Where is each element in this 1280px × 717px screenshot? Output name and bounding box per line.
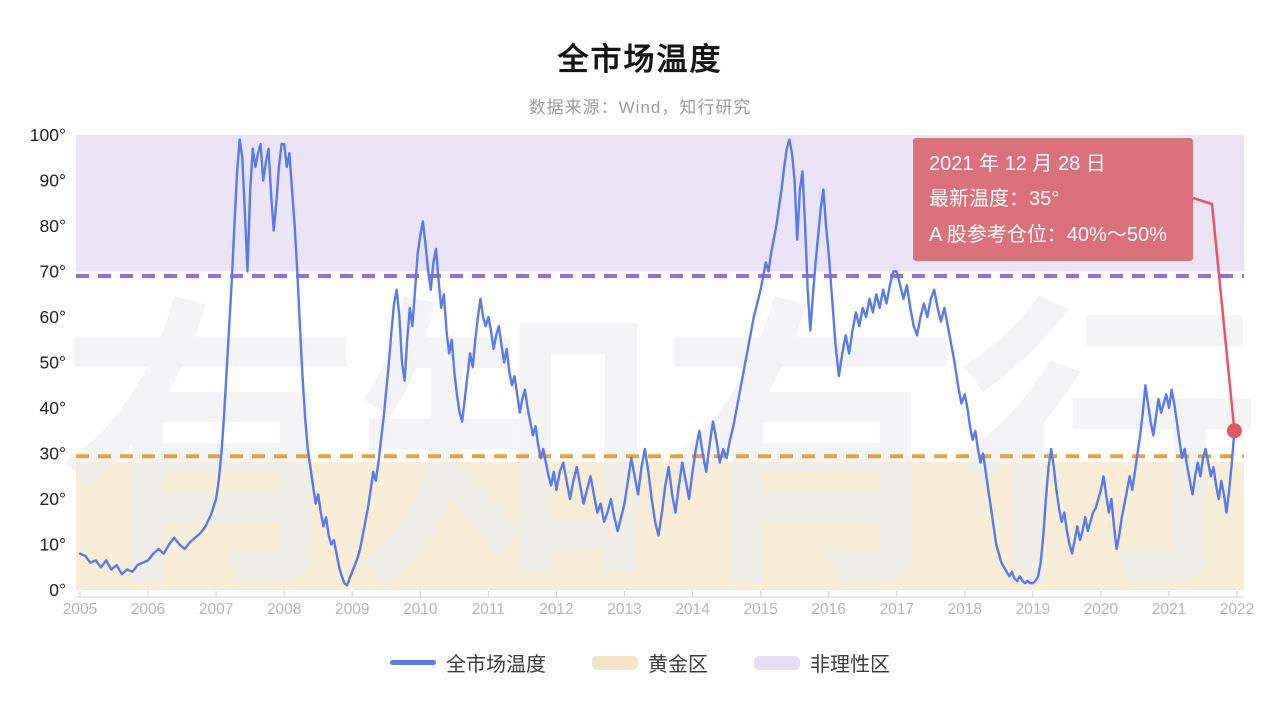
y-axis-label: 20°	[40, 489, 66, 509]
legend-label: 黄金区	[648, 654, 708, 676]
y-axis-label: 10°	[40, 535, 66, 555]
x-axis-label: 2020	[1084, 601, 1119, 618]
chart-subtitle: 数据来源：Wind，知行研究	[528, 98, 752, 117]
x-axis-label: 2006	[131, 601, 165, 618]
latest-point-marker[interactable]	[1226, 423, 1242, 439]
x-axis-label: 2010	[403, 601, 438, 618]
annotation-latest-temp: 最新温度：35°	[929, 188, 1060, 211]
watermark-text: 有知有行	[60, 282, 1260, 618]
chart-legend: 全市场温度 黄金区 非理性区	[0, 648, 1280, 677]
x-axis-label: 2021	[1152, 601, 1186, 618]
temperature-series-line[interactable]	[78, 138, 1236, 587]
annotation-leader-line	[1192, 196, 1236, 431]
x-axis-label: 2005	[63, 601, 97, 618]
line-swatch-icon	[390, 660, 436, 665]
x-axis-label: 2008	[267, 601, 301, 618]
x-axis-label: 2016	[811, 601, 845, 618]
x-axis-label: 2019	[1016, 601, 1050, 618]
x-axis-label: 2022	[1220, 601, 1254, 618]
y-axis-label: 40°	[40, 398, 66, 418]
x-axis-label: 2014	[675, 601, 710, 618]
y-axis-label: 70°	[40, 262, 66, 282]
irrational-band-swatch-icon	[754, 655, 800, 670]
annotation-position-advice: A 股参考仓位：40%～50%	[929, 224, 1167, 247]
x-axis-label: 2018	[948, 601, 982, 618]
chart-header: 全市场温度 数据来源：Wind，知行研究	[0, 0, 1280, 118]
y-axis-label: 90°	[40, 171, 66, 191]
y-axis-label: 0°	[49, 580, 66, 600]
legend-item-irrational-zone[interactable]: 非理性区	[754, 648, 890, 677]
y-axis-label: 60°	[40, 307, 66, 327]
y-axis-label: 80°	[40, 216, 66, 236]
x-axis-label: 2011	[472, 601, 505, 618]
x-axis-label: 2009	[335, 601, 369, 618]
x-axis-label: 2013	[607, 601, 641, 618]
legend-label: 全市场温度	[446, 654, 546, 676]
x-axis-label: 2007	[199, 601, 233, 618]
chart-title: 全市场温度	[557, 42, 723, 77]
y-axis-label: 30°	[40, 444, 66, 464]
golden-band-swatch-icon	[592, 655, 638, 670]
legend-item-temperature[interactable]: 全市场温度	[390, 648, 546, 677]
y-axis-label: 100°	[30, 125, 66, 145]
y-axis-label: 50°	[40, 353, 66, 373]
legend-item-golden-zone[interactable]: 黄金区	[592, 648, 708, 677]
x-axis-label: 2015	[743, 601, 777, 618]
annotation-date: 2021 年 12 月 28 日	[929, 152, 1106, 175]
legend-label: 非理性区	[810, 654, 890, 676]
x-axis-label: 2012	[539, 601, 573, 618]
x-axis-label: 2017	[879, 601, 913, 618]
annotation-card: 2021 年 12 月 28 日 最新温度：35° A 股参考仓位：40%～50…	[913, 138, 1193, 261]
